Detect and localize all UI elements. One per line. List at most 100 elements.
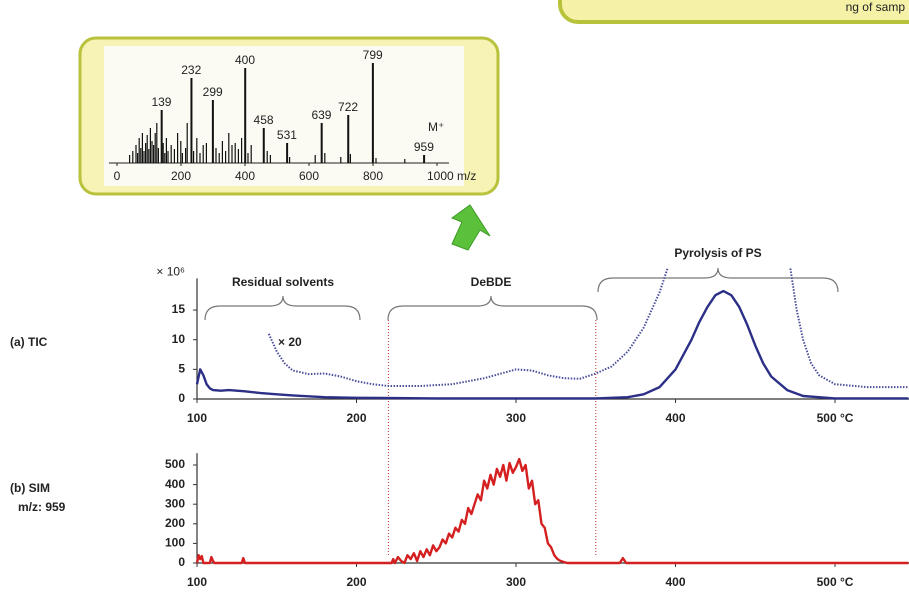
panel-label: (b) SIM xyxy=(10,481,50,495)
y-tick-label: 400 xyxy=(165,477,185,491)
peak xyxy=(180,141,182,163)
peak xyxy=(170,145,172,163)
peak-label: 232 xyxy=(181,63,201,77)
peak xyxy=(185,148,187,163)
peak xyxy=(177,133,179,163)
x-tick-label: 100 xyxy=(187,575,207,589)
panel-label: (a) TIC xyxy=(10,335,48,349)
y-tick-label: 500 xyxy=(165,457,185,471)
peak xyxy=(371,63,374,163)
peak xyxy=(349,154,351,163)
peak xyxy=(196,138,198,163)
series-line xyxy=(267,268,909,389)
peak xyxy=(149,128,151,163)
annotation: DeBDE xyxy=(471,275,512,289)
peak xyxy=(320,123,323,163)
peak xyxy=(215,148,217,163)
peak xyxy=(160,110,163,163)
peak xyxy=(167,151,169,163)
peak xyxy=(269,155,271,163)
peak xyxy=(266,151,268,163)
peak xyxy=(190,78,193,163)
y-tick-label: 200 xyxy=(165,516,185,530)
peak xyxy=(375,158,377,163)
peak-label: 139 xyxy=(151,95,171,109)
peak xyxy=(262,128,265,163)
peak xyxy=(314,155,316,163)
x-tick-label: 400 xyxy=(235,169,255,183)
peak xyxy=(199,153,201,163)
peak xyxy=(324,153,326,163)
peak xyxy=(137,153,139,163)
peak xyxy=(186,123,188,163)
peak xyxy=(231,145,233,163)
x-tick-label: 300 xyxy=(506,411,526,425)
peak xyxy=(145,143,147,163)
inset-plot-area xyxy=(104,46,464,186)
peak xyxy=(141,133,143,163)
x-tick-label: 200 xyxy=(171,169,191,183)
y-tick-label: 15 xyxy=(172,302,186,316)
peak-label: 458 xyxy=(254,113,274,127)
peak xyxy=(286,143,289,163)
x-tick-label: 1000 m/z xyxy=(427,169,476,183)
y-tick-label: 0 xyxy=(178,391,185,405)
peak xyxy=(146,135,148,163)
peak xyxy=(132,151,134,163)
banner-text: ng of samp xyxy=(846,0,906,14)
peak xyxy=(404,159,406,163)
peak xyxy=(423,155,426,163)
peak xyxy=(234,143,236,163)
brace xyxy=(387,295,598,321)
x-tick-label: 400 xyxy=(666,411,686,425)
peak xyxy=(218,153,220,163)
brace xyxy=(597,267,839,293)
peak xyxy=(202,145,204,163)
peak xyxy=(156,123,158,163)
y-tick-label: 300 xyxy=(165,496,185,510)
peak xyxy=(340,157,342,163)
y-unit: × 10⁶ xyxy=(156,265,185,279)
peak xyxy=(148,149,150,163)
banner-box xyxy=(558,0,909,24)
peak xyxy=(225,151,227,163)
peak-label: 400 xyxy=(235,53,255,67)
peak xyxy=(143,151,145,163)
peak xyxy=(138,138,140,163)
peak xyxy=(250,145,252,163)
brace xyxy=(204,295,361,321)
peak xyxy=(129,155,131,163)
peak xyxy=(162,143,164,163)
peak xyxy=(151,141,153,163)
peak xyxy=(153,145,155,163)
peak xyxy=(241,138,243,163)
peak xyxy=(347,115,350,163)
panel-label: m/z: 959 xyxy=(18,500,66,514)
peak xyxy=(157,148,159,163)
annotation: Residual solvents xyxy=(232,275,334,289)
x-tick-label: 600 xyxy=(299,169,319,183)
x-tick-label: 100 xyxy=(187,411,207,425)
peak-label: 639 xyxy=(311,108,331,122)
peak xyxy=(221,141,223,163)
peak xyxy=(135,145,137,163)
x-tick-label: 200 xyxy=(346,411,366,425)
x-tick-label: 0 xyxy=(114,169,121,183)
series-line xyxy=(195,289,909,400)
annotation: × 20 xyxy=(278,335,302,349)
y-tick-label: 5 xyxy=(178,362,185,376)
peak xyxy=(228,133,230,163)
x-tick-label: 200 xyxy=(346,575,366,589)
peak xyxy=(205,143,207,163)
peak xyxy=(244,68,247,163)
y-tick-label: 0 xyxy=(178,555,185,569)
peak-label: 299 xyxy=(203,85,223,99)
peak xyxy=(181,153,183,163)
peak-label: 799 xyxy=(363,48,383,62)
x-tick-label: 500 °C xyxy=(817,411,854,425)
peak xyxy=(140,148,142,163)
peak xyxy=(165,138,167,163)
peak xyxy=(154,133,156,163)
series-line xyxy=(195,457,909,565)
